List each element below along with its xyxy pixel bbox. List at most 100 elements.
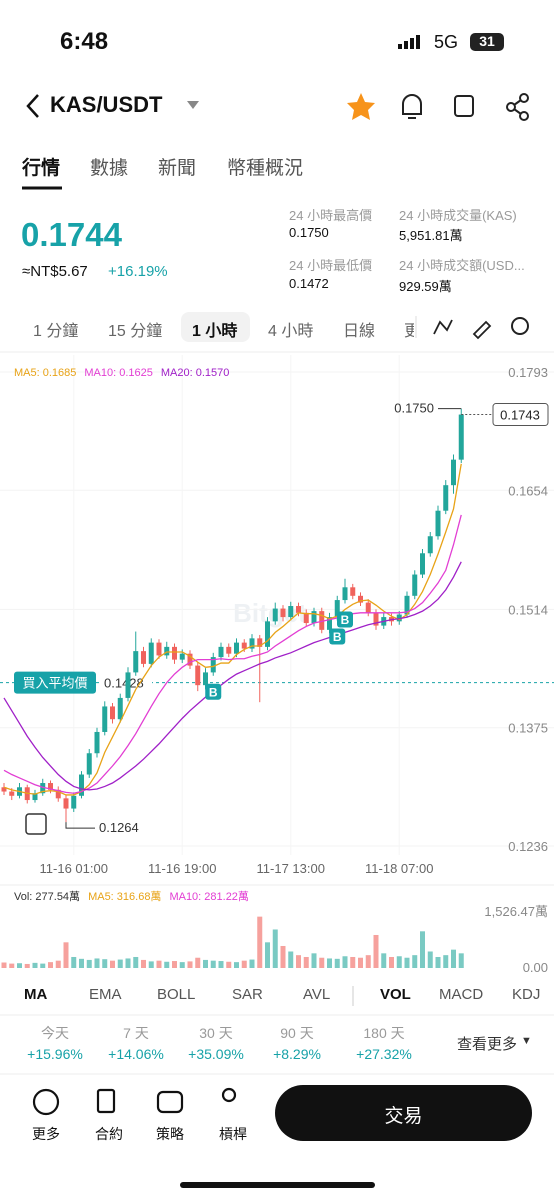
perf-value: +15.96% — [27, 1046, 83, 1062]
interval[interactable]: 1 小時 — [192, 323, 238, 340]
candle-body — [249, 638, 255, 649]
candle-body — [63, 798, 69, 809]
volume-bar — [94, 958, 100, 968]
nav-label[interactable]: 槓桿 — [219, 1126, 247, 1142]
strategy-icon[interactable] — [156, 1090, 184, 1114]
candle-body — [187, 653, 193, 666]
stat-label: 24 小時最低價 — [289, 258, 373, 273]
trade-button[interactable] — [275, 1085, 532, 1141]
share-icon[interactable] — [506, 93, 529, 121]
note-icon[interactable] — [454, 95, 474, 117]
ma-legend: MA20: 0.1570 — [161, 367, 230, 379]
indicator[interactable]: SAR — [232, 986, 263, 1003]
perf-value: +35.09% — [188, 1046, 244, 1062]
interval[interactable]: 更 — [404, 323, 414, 340]
volume-bar — [303, 956, 309, 968]
candle-body — [71, 795, 77, 809]
interval[interactable]: 1 分鐘 — [33, 323, 79, 340]
indicator[interactable]: BOLL — [157, 986, 196, 1003]
last-price-box — [492, 403, 549, 427]
volume-bar — [86, 959, 92, 968]
back-icon[interactable] — [26, 94, 39, 118]
perf-label: 今天 — [41, 1025, 69, 1041]
status-time: 6:48 — [60, 28, 109, 55]
indicator[interactable]: AVL — [303, 986, 331, 1003]
volume-bar — [319, 957, 325, 968]
candle-body — [265, 621, 270, 647]
buy-marker-label: B — [209, 685, 218, 699]
indicator[interactable]: MACD — [439, 986, 484, 1003]
candle-body — [179, 653, 185, 660]
interval[interactable]: 日線 — [343, 323, 376, 340]
volume-bar — [24, 963, 30, 968]
volume-bar — [117, 959, 123, 968]
nav-label[interactable]: 更多 — [32, 1126, 60, 1142]
indicator[interactable]: VOL — [380, 986, 411, 1003]
volume-bar — [358, 957, 363, 968]
more-icon[interactable] — [32, 1088, 60, 1116]
candle-body — [218, 646, 224, 658]
volume-bar — [63, 942, 69, 968]
contract-icon[interactable] — [96, 1088, 116, 1114]
x-tick-label: 11-17 13:00 — [257, 861, 325, 876]
see-more-arrow[interactable]: ▼ — [521, 1035, 532, 1047]
star-icon[interactable] — [347, 93, 375, 120]
see-more[interactable]: 查看更多 — [457, 1036, 518, 1053]
candle-body — [164, 646, 170, 656]
alert-icon[interactable] — [402, 94, 422, 119]
volume-bar — [365, 955, 371, 968]
volume-bar — [311, 953, 317, 968]
interval-selected[interactable] — [181, 312, 250, 342]
candle-body — [296, 606, 301, 613]
volume-bar — [32, 962, 38, 968]
trade-label[interactable]: 交易 — [384, 1106, 423, 1127]
volume-bar — [218, 961, 224, 968]
candle-body — [311, 611, 317, 624]
indicator[interactable]: KDJ — [512, 986, 541, 1003]
dropdown-icon[interactable] — [187, 101, 199, 109]
candle-body — [203, 672, 208, 686]
fullscreen-icon[interactable] — [25, 813, 47, 835]
indicator[interactable]: MA — [24, 986, 48, 1003]
candle-body — [40, 783, 46, 794]
status-battery: 31 — [479, 33, 495, 49]
candle-body — [451, 459, 456, 486]
perf-label: 7 天 — [123, 1025, 149, 1041]
volume-bar — [249, 959, 255, 968]
pair-title[interactable]: KAS/USDT — [50, 92, 163, 117]
nav-label[interactable]: 合約 — [95, 1126, 123, 1142]
volume-bar — [141, 959, 146, 968]
draw-icon[interactable] — [472, 320, 492, 340]
candle-body — [427, 536, 433, 554]
candle-body — [234, 642, 239, 654]
candle-body — [226, 646, 232, 654]
ma-line — [3, 561, 462, 791]
x-tick-label: 11-18 07:00 — [365, 861, 433, 876]
volume-bar — [9, 963, 15, 968]
tab[interactable]: 新聞 — [158, 158, 197, 179]
candle-body — [280, 608, 286, 618]
candle-body — [110, 706, 115, 720]
candle-body — [257, 638, 263, 647]
settings-icon[interactable] — [511, 317, 529, 335]
volume-bar — [334, 958, 340, 968]
interval[interactable]: 15 分鐘 — [108, 323, 163, 340]
volume-bar — [288, 951, 294, 968]
volume-bar — [265, 942, 270, 968]
volume-bar — [195, 957, 201, 968]
indicator-icon[interactable] — [433, 319, 453, 335]
candle-body — [365, 602, 371, 613]
leverage-icon[interactable] — [221, 1087, 237, 1103]
tab[interactable]: 幣種概況 — [227, 158, 304, 179]
nav-label[interactable]: 策略 — [156, 1126, 184, 1142]
interval[interactable]: 4 小時 — [268, 323, 314, 340]
tab[interactable]: 行情 — [22, 158, 61, 179]
candle-body — [327, 617, 332, 630]
indicator[interactable]: EMA — [89, 986, 122, 1003]
volume-bar — [71, 956, 77, 968]
volume-bar — [404, 957, 410, 968]
vol-legend: MA10: 281.22萬 — [169, 890, 249, 903]
tab[interactable]: 數據 — [90, 158, 129, 179]
candle-body — [102, 706, 108, 732]
volume-bar — [412, 955, 418, 968]
